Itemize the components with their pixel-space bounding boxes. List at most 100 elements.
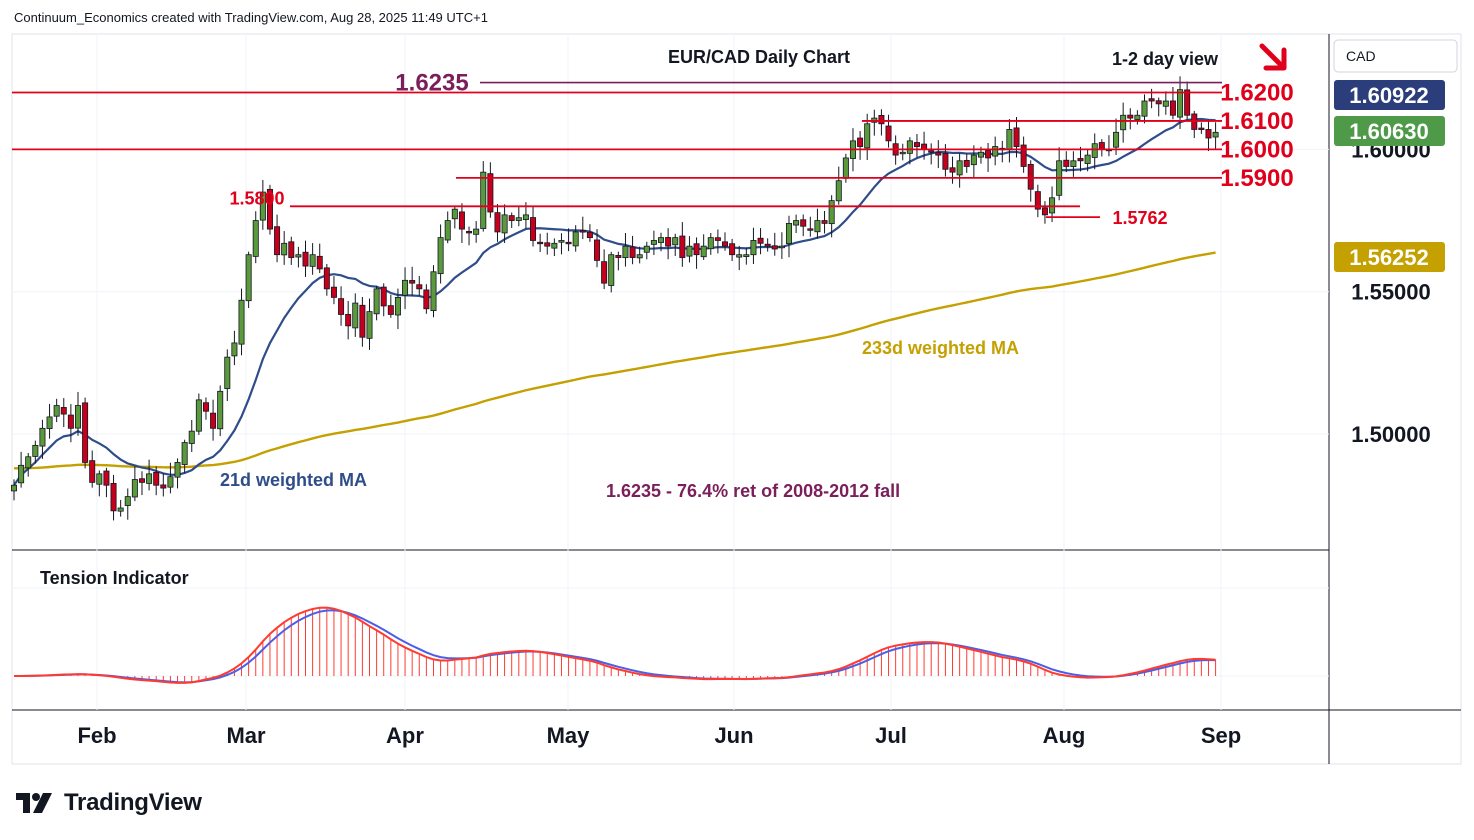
candle-168: [1205, 119, 1212, 152]
candle-146: [1049, 186, 1056, 223]
candle-57: [416, 275, 423, 296]
candle-67: [487, 162, 494, 218]
fib-note: 1.6235 - 76.4% ret of 2008-2012 fall: [606, 481, 900, 501]
candle-85: [615, 251, 622, 271]
candle-29: [217, 385, 224, 437]
candle-32: [238, 288, 245, 356]
y-tick-1: 1.55000: [1351, 280, 1431, 305]
level-1-6000: 1.6000: [12, 136, 1294, 163]
candle-37: [274, 214, 281, 263]
candle-49: [359, 296, 366, 347]
candle-76: [551, 238, 558, 257]
candle-53: [387, 294, 394, 318]
candle-153: [1098, 139, 1105, 157]
ma-21-label: 21d weighted MA: [220, 470, 367, 490]
candle-154: [1105, 135, 1112, 157]
candle-52: [380, 283, 387, 317]
candle-81: [586, 224, 593, 242]
x-tick-feb: Feb: [77, 723, 116, 748]
candle-6: [53, 398, 60, 423]
candle-9: [74, 391, 81, 436]
brand[interactable]: TradingView: [16, 789, 202, 817]
candle-149: [1070, 151, 1077, 177]
candle-35: [259, 179, 266, 230]
candle-51: [373, 285, 380, 321]
x-tick-jun: Jun: [714, 723, 753, 748]
candle-45: [330, 276, 337, 305]
price-badge-green-text: 1.60630: [1349, 119, 1429, 144]
candle-41: [302, 240, 309, 277]
candle-159: [1141, 94, 1148, 124]
candle-20: [153, 466, 160, 496]
candle-30: [224, 349, 231, 402]
main-pane-frame: [11, 33, 1462, 765]
candle-50: [366, 298, 373, 350]
candle-138: [992, 136, 999, 166]
candle-90: [650, 230, 657, 256]
candle-14: [110, 474, 117, 521]
tension-layer: [13, 606, 1217, 684]
tradingview-logo-icon: [16, 793, 52, 813]
x-tick-jul: Jul: [875, 723, 907, 748]
candle-169: [1212, 122, 1219, 149]
candle-80: [579, 216, 586, 240]
candle-23: [174, 458, 181, 489]
candle-56: [409, 266, 416, 296]
level-label-2: 1.6100: [1220, 108, 1293, 135]
candle-165: [1184, 81, 1191, 120]
price-badge-gold-text: 1.56252: [1349, 245, 1429, 270]
candle-34: [252, 211, 259, 264]
candle-134: [963, 153, 970, 173]
candle-126: [906, 137, 913, 165]
candle-96: [693, 237, 700, 269]
candle-54: [394, 288, 401, 330]
candle-36: [266, 184, 273, 235]
x-tick-aug: Aug: [1043, 723, 1086, 748]
candle-19: [146, 459, 153, 491]
candle-157: [1127, 108, 1134, 130]
candle-105: [757, 228, 764, 255]
candle-119: [857, 131, 864, 160]
level-label-6: 1.5762: [1112, 208, 1167, 228]
price-badge-green: 1.60630: [1334, 116, 1445, 146]
candle-38: [281, 231, 288, 265]
candle-82: [594, 229, 601, 268]
candle-78: [565, 228, 572, 252]
candle-101: [729, 238, 736, 261]
candle-125: [899, 143, 906, 161]
currency-button[interactable]: CAD: [1333, 39, 1458, 73]
candle-137: [985, 142, 992, 172]
ma-233-layer: [13, 251, 1216, 470]
candle-10: [82, 397, 89, 469]
candle-5: [46, 403, 53, 439]
chart-attribution: Continuum_Economics created with Trading…: [14, 10, 488, 25]
candles-layer: [10, 76, 1219, 521]
x-tick-apr: Apr: [386, 723, 424, 748]
candle-92: [665, 228, 672, 260]
candle-135: [970, 145, 977, 179]
arrow-down-right-icon: [1259, 43, 1287, 71]
candle-150: [1077, 146, 1084, 172]
candle-1: [18, 451, 25, 488]
candle-63: [458, 203, 465, 244]
candle-114: [821, 210, 828, 234]
candle-15: [117, 499, 124, 517]
levels-layer: 1.6235 1.62001.61001.60001.59001.58001.57…: [12, 70, 1294, 228]
candle-71: [515, 206, 522, 227]
level-1-6200: 1.6200: [12, 79, 1294, 106]
candle-141: [1013, 117, 1020, 158]
tension-fast-line: [13, 606, 1216, 684]
candle-100: [722, 232, 729, 251]
candle-129: [928, 143, 935, 165]
candle-145: [1041, 201, 1048, 224]
candle-84: [608, 251, 615, 293]
candle-91: [658, 232, 665, 252]
candle-158: [1134, 110, 1141, 125]
candle-16: [124, 488, 131, 520]
level-1-5800: 1.5800: [229, 188, 1080, 208]
x-tick-sep: Sep: [1201, 723, 1241, 748]
candle-122: [878, 109, 885, 136]
candle-42: [309, 243, 316, 275]
candle-59: [430, 265, 437, 318]
